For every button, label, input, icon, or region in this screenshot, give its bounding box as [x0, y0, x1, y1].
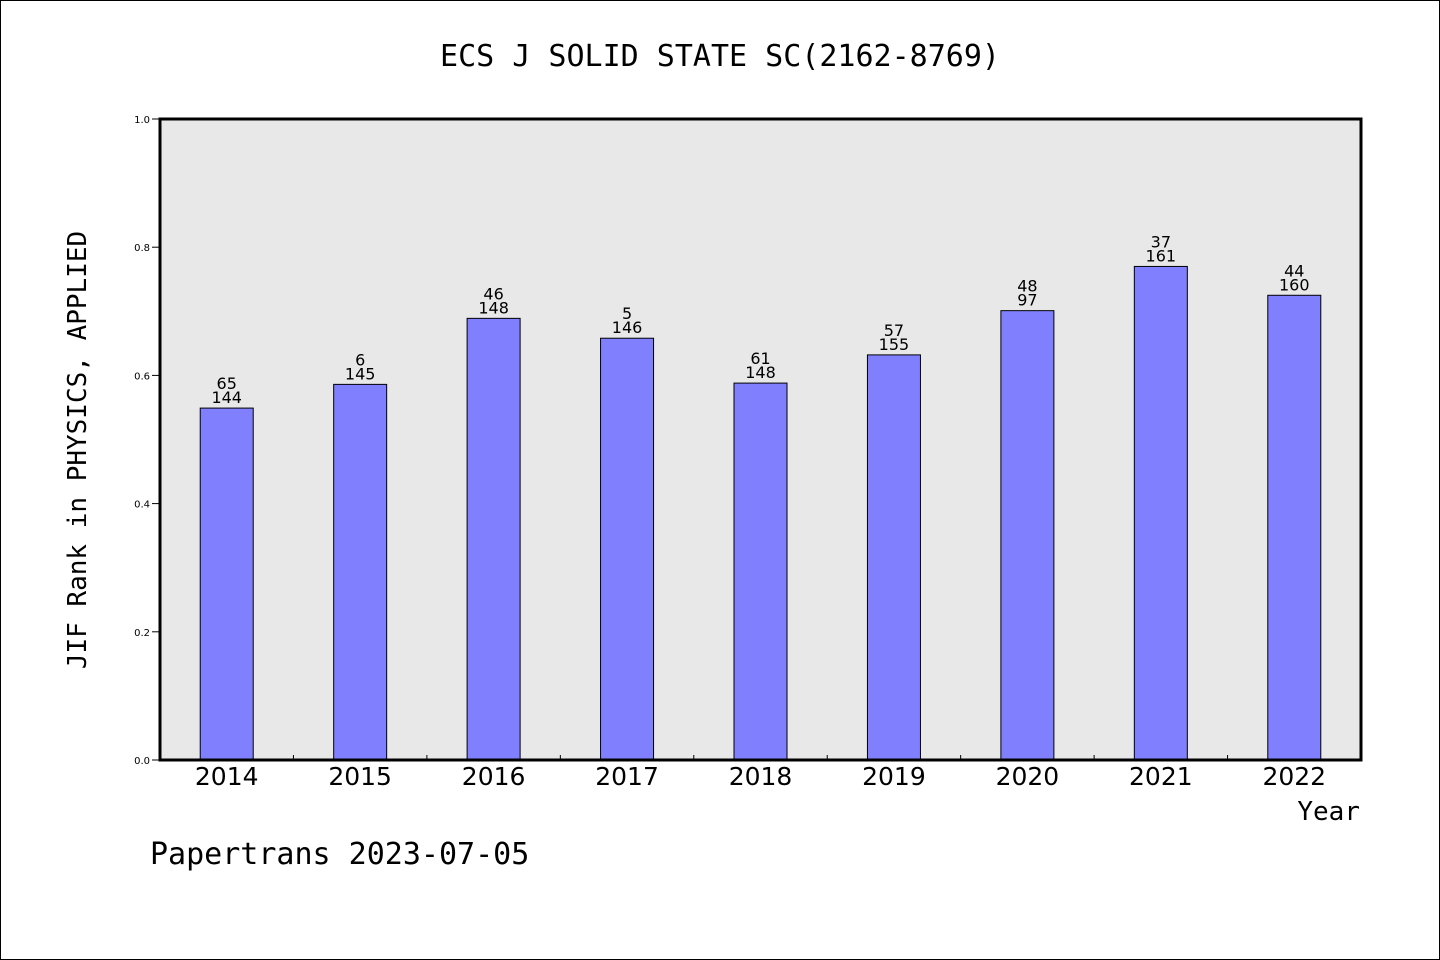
bar-rank-label: 5	[622, 304, 632, 323]
bar-total-label: 97	[1017, 291, 1037, 310]
bar-rank-label: 44	[1284, 261, 1304, 280]
x-tick-label: 2018	[729, 762, 793, 791]
y-axis-label: JIF Rank in PHYSICS, APPLIED	[63, 231, 93, 669]
y-tick-label: 0.2	[134, 628, 150, 639]
y-tick-label: 0.8	[134, 243, 150, 254]
bar-rank-label: 48	[1017, 277, 1037, 296]
bar-2021	[1133, 265, 1188, 761]
bar-2014	[199, 407, 254, 761]
bar-2017	[600, 337, 655, 761]
bar-2022	[1267, 294, 1322, 761]
bar-total-label: 160	[1279, 275, 1310, 294]
bar-2019	[866, 354, 921, 761]
plot-border	[158, 117, 1363, 762]
y-tick-label: 0.6	[134, 371, 150, 382]
bar-total-label: 146	[612, 318, 643, 337]
bar-rank-label: 37	[1151, 232, 1171, 251]
bar-rank-label: 6	[355, 350, 365, 369]
bar-rank-label: 57	[884, 321, 904, 340]
bar-total-label: 148	[478, 298, 509, 317]
chart-title: ECS J SOLID STATE SC(2162-8769)	[440, 39, 1000, 74]
y-tick-label: 0.0	[134, 756, 150, 767]
bar-2018	[733, 382, 788, 761]
x-tick-label: 2014	[195, 762, 259, 791]
x-tick-label: 2015	[328, 762, 392, 791]
y-tick-label: 1.0	[134, 115, 150, 126]
bar-rank-label: 61	[750, 349, 770, 368]
bar-total-label: 148	[745, 363, 776, 382]
bar-total-label: 145	[345, 364, 376, 383]
bar-total-label: 161	[1146, 246, 1177, 265]
bar-total-label: 144	[211, 388, 242, 407]
bar-2015	[333, 383, 388, 761]
x-tick-label: 2019	[862, 762, 926, 791]
x-tick-label: 2021	[1129, 762, 1193, 791]
bar-rank-label: 46	[483, 284, 503, 303]
bar-2020	[1000, 310, 1055, 761]
bar-total-label: 155	[879, 335, 910, 354]
y-tick-label: 0.4	[134, 500, 150, 511]
x-tick-label: 2017	[595, 762, 659, 791]
bar-rank-label: 65	[217, 374, 237, 393]
bar-2016	[466, 317, 521, 761]
x-tick-label: 2020	[996, 762, 1060, 791]
footer-credit: Papertrans 2023-07-05	[150, 837, 529, 872]
x-tick-label: 2022	[1262, 762, 1326, 791]
x-axis-label: Year	[1297, 797, 1360, 827]
x-tick-label: 2016	[462, 762, 526, 791]
